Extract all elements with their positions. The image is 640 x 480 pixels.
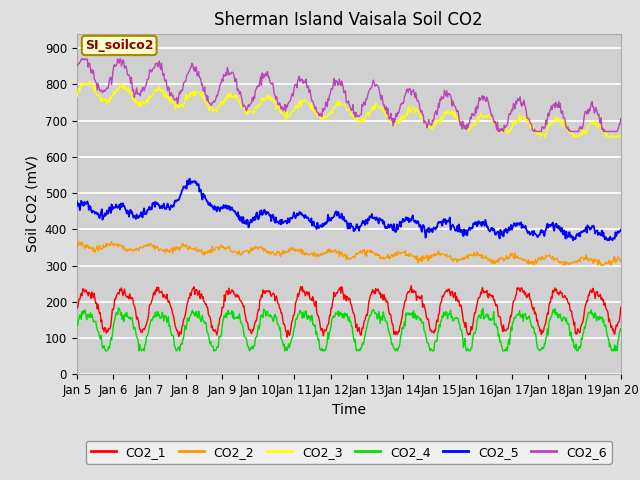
Title: Sherman Island Vaisala Soil CO2: Sherman Island Vaisala Soil CO2 <box>214 11 483 29</box>
Legend: CO2_1, CO2_2, CO2_3, CO2_4, CO2_5, CO2_6: CO2_1, CO2_2, CO2_3, CO2_4, CO2_5, CO2_6 <box>86 441 612 464</box>
X-axis label: Time: Time <box>332 403 366 417</box>
Text: SI_soilco2: SI_soilco2 <box>85 39 154 52</box>
Y-axis label: Soil CO2 (mV): Soil CO2 (mV) <box>25 156 39 252</box>
